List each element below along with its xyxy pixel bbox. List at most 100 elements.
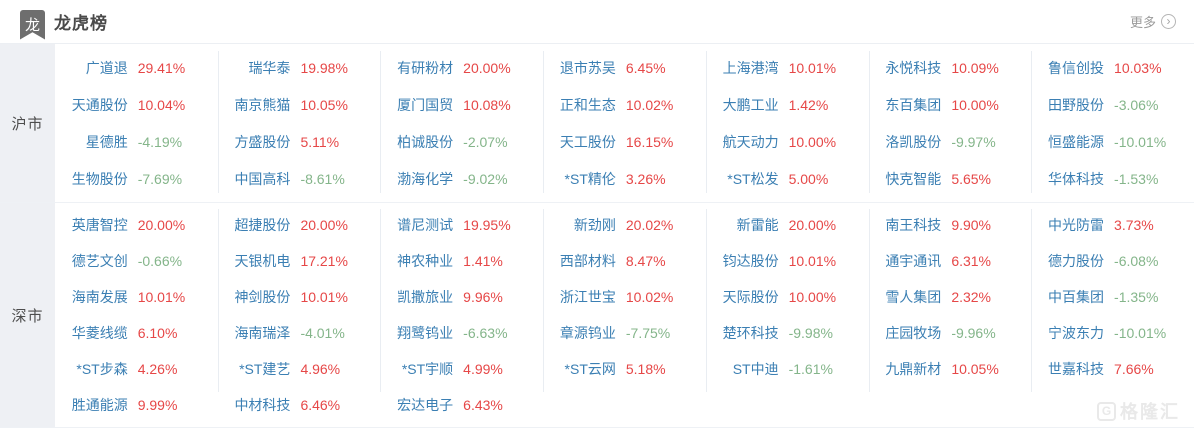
stock-name-link[interactable]: 德力股份 [1048, 253, 1105, 269]
stock-cell: 凯撒旅业 9.96% [380, 279, 543, 315]
stock-change-pct: 19.98% [300, 59, 348, 76]
stock-name-link[interactable]: ST中迪 [732, 361, 779, 377]
stock-name-link[interactable]: 快克智能 [885, 170, 942, 187]
stock-name-link[interactable]: *ST步森 [76, 361, 128, 377]
stock-name-link[interactable]: 新雷能 [736, 217, 779, 233]
stock-cell: *ST松发 5.00% [706, 160, 869, 197]
stock-name-link[interactable]: 华体科技 [1048, 170, 1105, 187]
stock-cell: 恒盛能源 -10.01% [1031, 123, 1194, 160]
stock-name-link[interactable]: 世嘉科技 [1048, 361, 1105, 377]
stock-change-pct: 1.42% [788, 96, 829, 113]
market-section-sh: 沪市 广道退 29.41% 天通股份 10.04% 星德胜 -4.19% 生物股份 -7.69%… [0, 44, 1194, 203]
stock-name-link[interactable]: 海南发展 [71, 289, 128, 305]
stock-cell: 胜通能源 9.99% [55, 387, 218, 423]
stock-change-pct: -7.69% [137, 170, 183, 187]
stock-change-pct: -0.66% [137, 253, 183, 269]
stock-change-pct: 10.09% [951, 59, 999, 76]
stock-name-link[interactable]: 新劲刚 [573, 217, 616, 233]
stock-name-link[interactable]: 方盛股份 [234, 133, 291, 150]
stock-name-link[interactable]: 谱尼测试 [397, 217, 454, 233]
stock-name-link[interactable]: 通宇通讯 [885, 253, 942, 269]
stock-name-link[interactable]: 天工股份 [559, 133, 616, 150]
stock-name-link[interactable]: 恒盛能源 [1048, 133, 1105, 150]
stock-name-link[interactable]: 天通股份 [71, 96, 128, 113]
stock-name-link[interactable]: 上海港湾 [722, 59, 779, 76]
stock-name-link[interactable]: 南王科技 [885, 217, 942, 233]
stock-name-link[interactable]: 鲁信创投 [1048, 59, 1105, 76]
stock-name-link[interactable]: 超捷股份 [234, 217, 291, 233]
more-link[interactable]: 更多 › [1130, 12, 1176, 31]
stock-change-pct: 10.01% [137, 289, 186, 305]
stock-name-link[interactable]: 厦门国贸 [397, 96, 454, 113]
stock-name-link[interactable]: 东百集团 [885, 96, 942, 113]
stock-cell: 正和生态 10.02% [543, 86, 706, 123]
stock-name-link[interactable]: 中光防雷 [1048, 217, 1105, 233]
stock-name-link[interactable]: 星德胜 [85, 133, 128, 150]
stock-name-link[interactable]: 浙江世宝 [559, 289, 616, 305]
stock-change-pct: 4.99% [463, 361, 503, 377]
stock-name-link[interactable]: 瑞华泰 [248, 59, 291, 76]
stock-cell: 西部材料 8.47% [543, 243, 706, 279]
stock-name-link[interactable]: *ST云网 [564, 361, 616, 377]
market-section-sz: 深市 英唐智控 20.00% 德艺文创 -0.66% 海南发展 10.01% 华菱线缆 6.10… [0, 203, 1194, 428]
stock-cell: ST中迪 -1.61% [706, 351, 869, 387]
stock-name-link[interactable]: 宁波东力 [1048, 325, 1105, 341]
stock-name-link[interactable]: 中材科技 [234, 397, 291, 413]
stock-name-link[interactable]: 广道退 [85, 59, 128, 76]
stock-name-link[interactable]: 英唐智控 [71, 217, 128, 233]
stock-cell: 有研粉材 20.00% [380, 49, 543, 86]
stock-column: 中光防雷 3.73% 德力股份 -6.08% 中百集团 -1.35% 宁波东力 -10.01%… [1031, 207, 1194, 423]
stock-name-link[interactable]: 天际股份 [722, 289, 779, 305]
stock-cell: 天工股份 16.15% [543, 123, 706, 160]
stock-name-link[interactable]: 宏达电子 [397, 397, 454, 413]
stock-name-link[interactable]: 退市苏吴 [559, 59, 616, 76]
stock-change-pct: -9.98% [788, 325, 833, 341]
stock-name-link[interactable]: 翔鹭钨业 [397, 325, 454, 341]
stock-name-link[interactable]: 钧达股份 [722, 253, 779, 269]
stock-cell: 宁波东力 -10.01% [1031, 315, 1194, 351]
stock-cell: 东百集团 10.00% [869, 86, 1032, 123]
stock-name-link[interactable]: 德艺文创 [71, 253, 128, 269]
stock-column: 英唐智控 20.00% 德艺文创 -0.66% 海南发展 10.01% 华菱线缆 6.10% *… [55, 207, 218, 423]
stock-name-link[interactable]: 洛凯股份 [885, 133, 942, 150]
stock-name-link[interactable]: *ST建艺 [239, 361, 291, 377]
stock-name-link[interactable]: 正和生态 [559, 96, 616, 113]
stock-cell: 大鹏工业 1.42% [706, 86, 869, 123]
stock-name-link[interactable]: 神农种业 [397, 253, 454, 269]
stock-name-link[interactable]: *ST松发 [727, 170, 779, 187]
stock-name-link[interactable]: 章源钨业 [559, 325, 616, 341]
stock-name-link[interactable]: 九鼎新材 [885, 361, 942, 377]
stock-name-link[interactable]: 永悦科技 [885, 59, 942, 76]
stock-name-link[interactable]: 航天动力 [722, 133, 779, 150]
stock-name-link[interactable]: 庄园牧场 [885, 325, 942, 341]
stock-name-link[interactable]: 田野股份 [1048, 96, 1105, 113]
stock-change-pct: 6.43% [463, 397, 503, 413]
stock-name-link[interactable]: *ST宇顺 [401, 361, 454, 377]
stock-name-link[interactable]: 大鹏工业 [722, 96, 779, 113]
stock-name-link[interactable]: 生物股份 [71, 170, 128, 187]
stock-name-link[interactable]: 华菱线缆 [71, 325, 128, 341]
stock-name-link[interactable]: 中国高科 [234, 170, 291, 187]
stock-change-pct: 16.15% [625, 133, 674, 150]
stock-name-link[interactable]: 神剑股份 [234, 289, 291, 305]
stock-name-link[interactable]: 胜通能源 [71, 397, 128, 413]
stock-name-link[interactable]: 渤海化学 [397, 170, 454, 187]
gelonghui-logo-icon: G [1097, 401, 1116, 421]
stock-name-link[interactable]: *ST精伦 [564, 170, 616, 187]
stock-name-link[interactable]: 楚环科技 [722, 325, 779, 341]
stock-change-pct: 10.00% [951, 96, 999, 113]
stock-name-link[interactable]: 海南瑞泽 [234, 325, 291, 341]
stock-columns: 广道退 29.41% 天通股份 10.04% 星德胜 -4.19% 生物股份 -7.69% 瑞华… [55, 44, 1194, 202]
stock-name-link[interactable]: 天银机电 [234, 253, 291, 269]
stock-name-link[interactable]: 凯撒旅业 [397, 289, 454, 305]
market-label: 深市 [0, 203, 55, 427]
stock-name-link[interactable]: 柏诚股份 [397, 133, 454, 150]
stock-change-pct: 1.41% [463, 253, 503, 269]
stock-name-link[interactable]: 西部材料 [559, 253, 616, 269]
stock-change-pct: 20.02% [625, 217, 674, 233]
stock-name-link[interactable]: 雪人集团 [885, 289, 942, 305]
stock-name-link[interactable]: 有研粉材 [397, 59, 454, 76]
stock-name-link[interactable]: 南京熊猫 [234, 96, 291, 113]
stock-name-link[interactable]: 中百集团 [1048, 289, 1105, 305]
stock-cell: 章源钨业 -7.75% [543, 315, 706, 351]
